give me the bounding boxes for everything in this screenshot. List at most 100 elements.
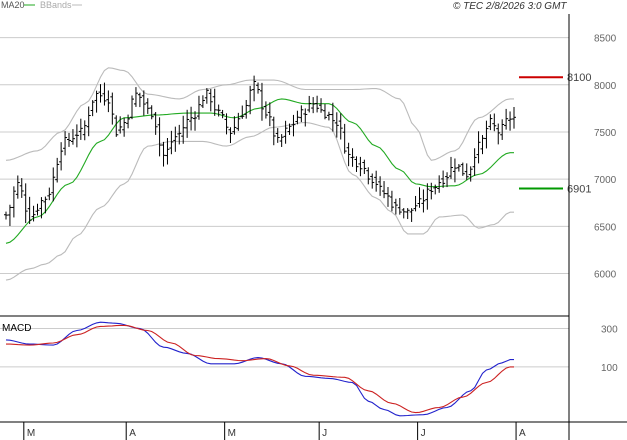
price-bar: [193, 111, 198, 131]
price-bar: [165, 137, 170, 165]
price-bar: [492, 113, 497, 132]
price-bar: [378, 176, 383, 196]
price-bar: [366, 167, 371, 185]
grid: [0, 37, 569, 368]
price-bar: [409, 208, 414, 222]
price-bar: [181, 115, 186, 144]
price-bar: [220, 109, 225, 119]
price-bar: [169, 130, 174, 155]
price-bar: [130, 95, 135, 120]
price-bar: [342, 123, 347, 154]
price-bar: [263, 101, 268, 119]
price-bar: [212, 88, 217, 116]
price-bar: [114, 115, 119, 137]
price-bar: [126, 114, 131, 129]
price-bar: [437, 175, 442, 193]
price-bar: [413, 195, 418, 212]
price-bar: [35, 203, 40, 216]
price-bar: [196, 95, 201, 120]
price-bar: [397, 197, 402, 215]
price-bar: [216, 104, 221, 117]
price-bar: [55, 157, 60, 183]
price-bar: [452, 158, 457, 183]
price-bar: [311, 97, 316, 114]
macd-panel: [5, 321, 514, 417]
price-bar: [460, 162, 465, 176]
legend: MA20 BBands: [1, 0, 82, 10]
price-bar: [177, 124, 182, 145]
price-bar: [141, 90, 146, 116]
price-bar: [358, 156, 363, 177]
price-bar: [488, 114, 493, 131]
price-bar: [421, 189, 426, 213]
month-label-J: J: [421, 428, 426, 439]
price-bar: [508, 111, 513, 131]
price-bar: [393, 198, 398, 215]
price-bar: [98, 84, 103, 103]
price-bar: [47, 187, 52, 201]
price-bar: [334, 112, 339, 138]
price-bar: [59, 142, 64, 171]
price-bar: [476, 131, 481, 164]
level-label-6901: 6901: [567, 183, 591, 195]
price-bar: [189, 106, 194, 131]
price-bar: [283, 120, 288, 144]
price-bar: [267, 102, 272, 127]
ma20-path: [5, 98, 514, 244]
price-bar: [346, 142, 351, 167]
bb-lower-line: [5, 121, 514, 281]
price-bar: [480, 135, 485, 155]
price-bar: [236, 112, 241, 131]
month-label-M: M: [228, 428, 236, 439]
price-bar: [259, 82, 264, 121]
price-bar: [252, 75, 257, 102]
macd-line: [5, 321, 514, 417]
price-bar: [405, 208, 410, 220]
price-bar: [74, 124, 79, 148]
price-bar: [244, 99, 249, 119]
bollinger-bands: [5, 67, 514, 281]
price-bar: [504, 108, 509, 130]
price-bar: [287, 123, 292, 135]
price-bar: [500, 119, 505, 140]
price-bar: [389, 190, 394, 212]
price-bar: [307, 95, 312, 113]
month-label-A: A: [519, 428, 526, 439]
price-bar: [484, 120, 489, 149]
month-label-J: J: [322, 428, 327, 439]
price-bar: [468, 166, 473, 182]
price-bar: [39, 197, 44, 219]
price-bar: [295, 110, 300, 125]
macd-y-tick-label: 100: [601, 363, 618, 374]
price-bar: [464, 163, 469, 180]
price-bar: [149, 105, 154, 120]
price-bar: [315, 95, 320, 113]
legend-ma20-label: MA20: [1, 0, 25, 10]
price-bar: [94, 90, 99, 113]
price-bars: [4, 75, 516, 226]
price-bar: [370, 173, 375, 189]
price-bar: [299, 105, 304, 123]
price-bar: [67, 132, 72, 147]
price-bar: [425, 183, 430, 210]
price-bar: [417, 187, 422, 208]
price-bar: [173, 126, 178, 152]
price-bar: [401, 208, 406, 219]
price-bar: [232, 116, 237, 135]
y-tick-label: 6000: [594, 270, 617, 281]
price-bar: [51, 167, 56, 202]
price-bar: [137, 92, 142, 108]
axis-labels: M A M J J A 8500 8000 7500 7000 6500 6000 300 100: [23, 34, 618, 440]
price-bar: [256, 82, 261, 94]
price-bar: [330, 102, 335, 132]
price-bar: [23, 183, 28, 224]
price-bar: [82, 120, 87, 141]
price-bar: [19, 178, 24, 198]
price-bar: [122, 117, 127, 137]
price-bar: [448, 156, 453, 179]
price-bar: [27, 196, 32, 224]
price-bar: [90, 100, 95, 117]
price-levels: 8100 6901: [519, 72, 591, 195]
